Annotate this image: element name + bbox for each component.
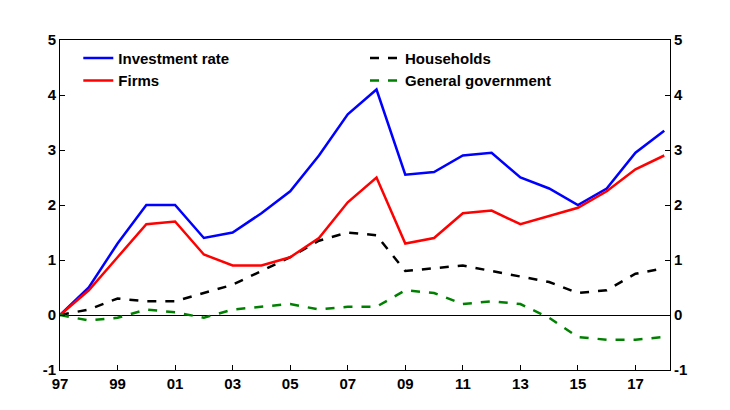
svg-text:17: 17 — [627, 375, 644, 392]
svg-text:General government: General government — [405, 72, 551, 89]
svg-text:5: 5 — [48, 31, 56, 48]
svg-text:-1: -1 — [674, 361, 687, 378]
svg-text:Firms: Firms — [118, 72, 159, 89]
svg-text:0: 0 — [674, 306, 682, 323]
svg-text:99: 99 — [109, 375, 126, 392]
svg-text:3: 3 — [674, 141, 682, 158]
svg-text:4: 4 — [48, 86, 57, 103]
svg-text:05: 05 — [282, 375, 299, 392]
svg-text:1: 1 — [48, 251, 56, 268]
svg-text:13: 13 — [512, 375, 529, 392]
svg-text:Households: Households — [405, 50, 491, 67]
svg-text:97: 97 — [52, 375, 69, 392]
svg-text:01: 01 — [167, 375, 184, 392]
svg-text:5: 5 — [674, 31, 682, 48]
svg-text:1: 1 — [674, 251, 682, 268]
svg-text:Investment rate: Investment rate — [118, 50, 229, 67]
svg-text:3: 3 — [48, 141, 56, 158]
svg-text:09: 09 — [397, 375, 414, 392]
svg-text:4: 4 — [674, 86, 683, 103]
svg-text:2: 2 — [674, 196, 682, 213]
svg-text:07: 07 — [339, 375, 356, 392]
svg-text:15: 15 — [570, 375, 587, 392]
svg-text:-1: -1 — [43, 361, 56, 378]
svg-text:2: 2 — [48, 196, 56, 213]
svg-text:03: 03 — [224, 375, 241, 392]
svg-text:11: 11 — [455, 375, 471, 392]
svg-text:0: 0 — [48, 306, 56, 323]
